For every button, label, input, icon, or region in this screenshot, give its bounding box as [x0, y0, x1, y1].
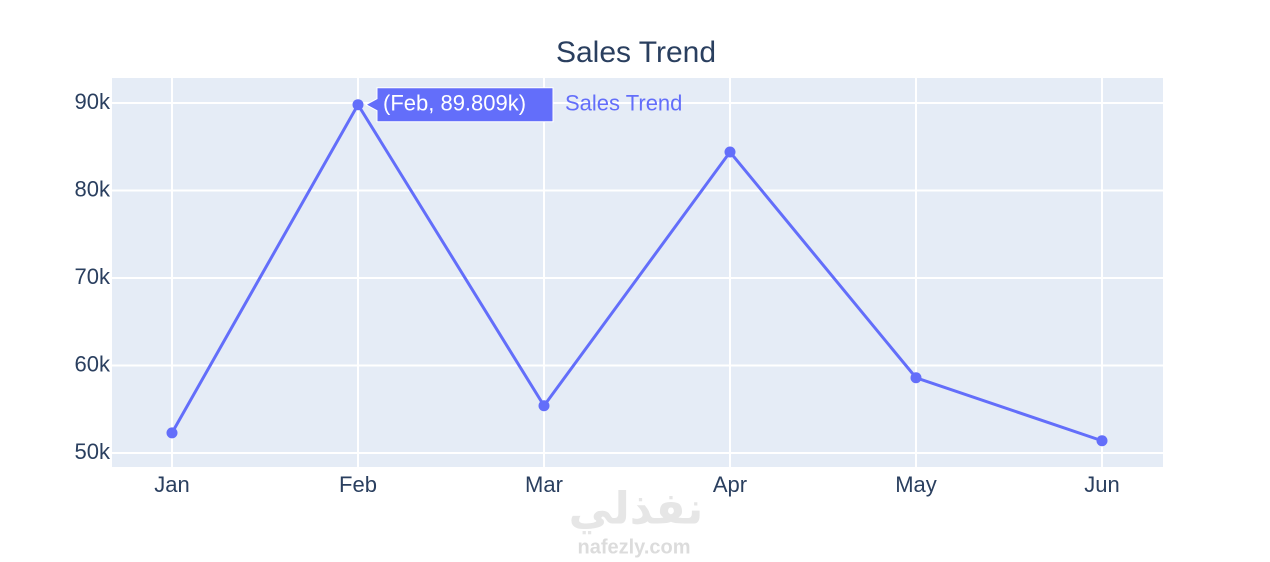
- watermark-logo: نفذلي: [569, 485, 704, 535]
- marks: [166, 99, 1108, 447]
- line: [170, 101, 1103, 443]
- marker: [538, 400, 550, 412]
- hover-label: (Feb, 89.809k) Sales Trend: [364, 87, 682, 123]
- y-tick-label: 80k: [75, 176, 111, 201]
- watermark-site: nafezly.com: [578, 536, 691, 558]
- marker: [1096, 435, 1108, 447]
- hover-series: Sales Trend: [565, 91, 682, 116]
- y-tick-label: 90k: [75, 89, 111, 114]
- x-tick-label: Jun: [1084, 472, 1119, 497]
- y-tick-label: 70k: [75, 264, 111, 289]
- x-tick-label: Mar: [525, 472, 563, 497]
- marker: [724, 146, 736, 158]
- hover-text: (Feb, 89.809k): [383, 91, 526, 116]
- chart-title: Sales Trend: [556, 36, 716, 69]
- x-tick-label: Apr: [713, 472, 747, 497]
- marker: [910, 372, 922, 384]
- marker: [352, 99, 364, 111]
- y-tick-label: 60k: [75, 351, 111, 376]
- x-tick-label: Jan: [154, 472, 189, 497]
- hover-box: [364, 87, 554, 123]
- x-tick-label: Feb: [339, 472, 377, 497]
- x-tick-label: May: [895, 472, 937, 497]
- marker: [166, 427, 178, 439]
- y-tick-label: 50k: [75, 439, 111, 464]
